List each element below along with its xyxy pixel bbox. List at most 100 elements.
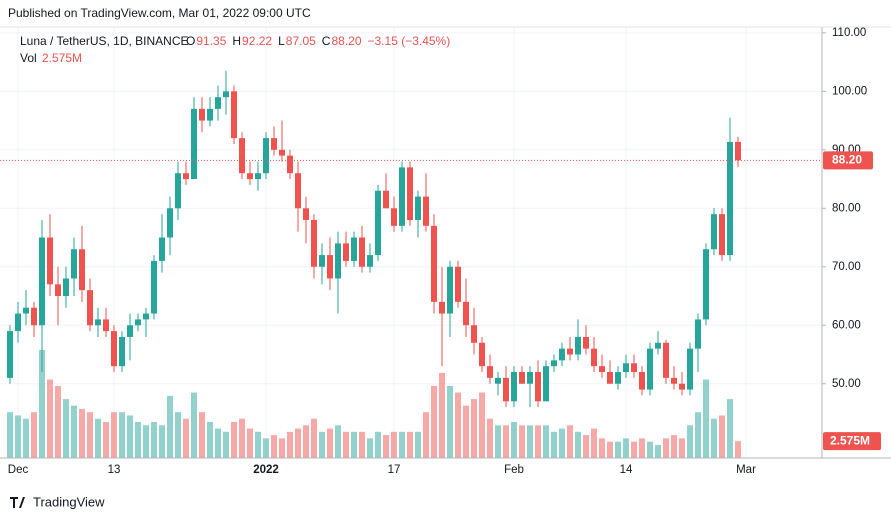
x-tick-label: Dec (8, 464, 29, 476)
volume-bar (255, 431, 261, 458)
candle-body (95, 319, 101, 326)
ohlc-key: C (322, 34, 331, 48)
volume-bar (191, 392, 197, 458)
volume-bar (143, 425, 149, 458)
volume-bar (359, 431, 365, 458)
volume-bar (247, 428, 253, 458)
logo (10, 497, 25, 508)
volume-bar (599, 438, 605, 458)
candle-body (711, 214, 717, 250)
candle-body (503, 377, 509, 402)
brand: TradingView (33, 494, 105, 509)
candle-body (695, 319, 701, 349)
volume-bar (559, 428, 565, 458)
volume-bar (447, 386, 453, 458)
volume-bar (95, 418, 101, 458)
candle-body (383, 190, 389, 209)
volume-bar (159, 425, 165, 458)
candle-body (431, 225, 437, 302)
volume-bar (199, 412, 205, 458)
volume-bar (695, 412, 701, 458)
candle-body (479, 342, 485, 367)
candle-body (511, 372, 517, 402)
volume-bar (727, 399, 733, 458)
volume-bar (471, 399, 477, 458)
candle-body (311, 219, 317, 267)
candle-body (735, 141, 741, 161)
candle-body (727, 141, 733, 256)
candle-body (255, 173, 261, 180)
candle-body (127, 325, 133, 337)
volume-bar (271, 435, 277, 458)
volume-bar (23, 418, 29, 458)
volume-bar (239, 418, 245, 458)
candle-body (703, 249, 709, 320)
candle-body (631, 363, 637, 373)
candle-body (335, 243, 341, 279)
candle-body (551, 360, 557, 367)
volume-bar (207, 422, 213, 458)
ohlc-key: H (232, 34, 241, 48)
candle-body (119, 336, 125, 367)
volume-bar (367, 438, 373, 458)
symbol: Luna / TetherUS, 1D, BINANCE (20, 34, 189, 48)
volume-bar (351, 431, 357, 458)
volume-bar (111, 412, 117, 458)
candle-body (527, 372, 533, 384)
volume-bar (215, 428, 221, 458)
volume-bar (487, 418, 493, 458)
candle-body (247, 173, 253, 180)
volume-bar (15, 415, 21, 458)
candle-body (199, 108, 205, 121)
vol-value: 2.575M (42, 51, 82, 65)
candle-body (31, 307, 37, 326)
candle-body (543, 366, 549, 402)
candle-body (159, 237, 165, 261)
volume-bar (415, 431, 421, 458)
volume-bar (591, 428, 597, 458)
candle-body (615, 372, 621, 384)
candle-body (111, 331, 117, 367)
x-tick-label: 2022 (253, 464, 279, 476)
candle-body (687, 348, 693, 390)
volume-bar (231, 422, 237, 458)
candle-body (559, 348, 565, 361)
volume-bar (527, 425, 533, 458)
plot (0, 27, 822, 458)
volume-bar (463, 405, 469, 458)
candle-body (215, 97, 221, 109)
volume-bar (71, 405, 77, 458)
candle-body (671, 377, 677, 384)
volume-bar (431, 386, 437, 458)
volume-bar (343, 431, 349, 458)
candle-body (343, 243, 349, 261)
volume-bar (375, 431, 381, 458)
volume-bar (287, 431, 293, 458)
volume-bar (711, 418, 717, 458)
ohlc-key: L (278, 34, 285, 48)
candle-body (567, 348, 573, 355)
volume-bar (127, 415, 133, 458)
volume-bar (511, 422, 517, 458)
volume-bar (503, 425, 509, 458)
volume-bar (655, 444, 661, 458)
candle-body (719, 214, 725, 256)
volume-bar (399, 431, 405, 458)
candle-body (103, 319, 109, 332)
ohlc-value: 91.35 (196, 34, 226, 48)
candle-body (15, 313, 21, 332)
volume-bar (607, 441, 613, 458)
volume-bar (63, 399, 69, 458)
volume-bar (79, 408, 85, 458)
volume-bar (647, 441, 653, 458)
candle-body (135, 319, 141, 326)
ohlc-key: O (186, 34, 195, 48)
volume-bar (535, 425, 541, 458)
volume-bar (31, 412, 37, 458)
volume-bar (407, 431, 413, 458)
candle-body (415, 196, 421, 220)
x-tick-label: 17 (388, 464, 401, 476)
candle-body (39, 237, 45, 326)
volume-bar (279, 438, 285, 458)
